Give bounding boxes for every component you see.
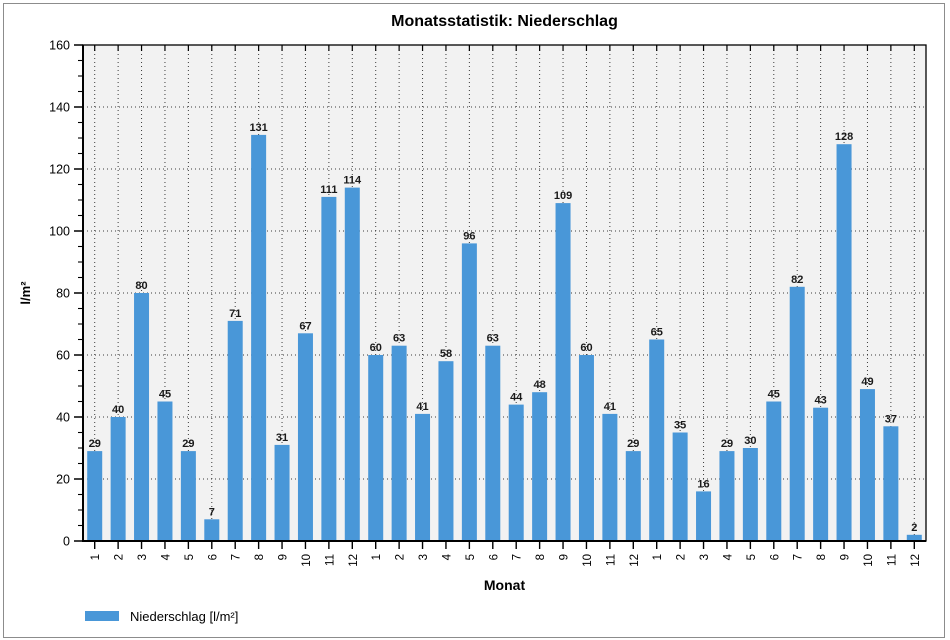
svg-text:4: 4 bbox=[722, 553, 734, 560]
svg-text:82: 82 bbox=[791, 274, 803, 286]
svg-text:65: 65 bbox=[651, 327, 663, 339]
svg-text:5: 5 bbox=[184, 554, 196, 560]
svg-text:80: 80 bbox=[135, 280, 147, 292]
svg-text:114: 114 bbox=[343, 175, 362, 187]
svg-text:40: 40 bbox=[112, 404, 124, 416]
svg-text:1: 1 bbox=[652, 554, 664, 560]
svg-text:60: 60 bbox=[56, 349, 70, 363]
svg-text:3: 3 bbox=[418, 554, 430, 560]
svg-text:3: 3 bbox=[699, 554, 711, 560]
svg-text:29: 29 bbox=[182, 438, 194, 450]
svg-text:29: 29 bbox=[89, 438, 101, 450]
svg-text:11: 11 bbox=[605, 554, 617, 566]
svg-text:7: 7 bbox=[793, 554, 805, 560]
svg-text:43: 43 bbox=[815, 395, 827, 407]
svg-text:4: 4 bbox=[160, 553, 172, 560]
svg-text:131: 131 bbox=[249, 122, 267, 134]
svg-text:48: 48 bbox=[534, 379, 546, 391]
svg-text:4: 4 bbox=[441, 553, 453, 560]
svg-text:5: 5 bbox=[746, 554, 758, 560]
svg-text:41: 41 bbox=[416, 401, 428, 413]
svg-text:45: 45 bbox=[159, 389, 171, 401]
svg-text:100: 100 bbox=[49, 225, 70, 239]
svg-text:71: 71 bbox=[229, 308, 241, 320]
svg-text:80: 80 bbox=[56, 287, 70, 301]
svg-text:63: 63 bbox=[393, 333, 405, 345]
svg-text:9: 9 bbox=[559, 554, 571, 560]
svg-text:9: 9 bbox=[278, 554, 290, 560]
svg-text:6: 6 bbox=[769, 554, 781, 560]
svg-text:8: 8 bbox=[254, 554, 266, 560]
svg-text:30: 30 bbox=[744, 435, 756, 447]
svg-text:1: 1 bbox=[371, 554, 383, 560]
svg-text:120: 120 bbox=[49, 163, 70, 177]
x-axis-title: Monat bbox=[483, 577, 526, 593]
svg-text:63: 63 bbox=[487, 333, 499, 345]
y-axis-title: l/m² bbox=[18, 281, 33, 305]
svg-text:44: 44 bbox=[510, 392, 523, 404]
svg-text:40: 40 bbox=[56, 411, 70, 425]
svg-text:7: 7 bbox=[512, 554, 524, 560]
svg-text:2: 2 bbox=[911, 522, 917, 534]
svg-text:8: 8 bbox=[535, 554, 547, 560]
svg-text:2: 2 bbox=[114, 554, 126, 560]
svg-text:96: 96 bbox=[463, 230, 475, 242]
svg-text:11: 11 bbox=[886, 554, 898, 566]
svg-text:10: 10 bbox=[863, 554, 875, 567]
legend: Niederschlag [l/m²] bbox=[85, 606, 238, 626]
svg-text:8: 8 bbox=[816, 554, 828, 560]
svg-text:10: 10 bbox=[582, 554, 594, 567]
chart-title: Monatsstatistik: Niederschlag bbox=[391, 13, 618, 30]
legend-color-swatch bbox=[85, 611, 119, 621]
legend-label: Niederschlag [l/m²] bbox=[130, 608, 239, 624]
svg-text:9: 9 bbox=[840, 554, 852, 560]
svg-text:10: 10 bbox=[301, 554, 313, 567]
svg-text:2: 2 bbox=[395, 554, 407, 560]
svg-text:0: 0 bbox=[63, 535, 70, 549]
svg-text:12: 12 bbox=[348, 554, 360, 567]
svg-text:29: 29 bbox=[627, 438, 639, 450]
svg-text:128: 128 bbox=[835, 131, 853, 143]
svg-text:16: 16 bbox=[697, 478, 709, 490]
svg-text:60: 60 bbox=[580, 342, 592, 354]
svg-text:11: 11 bbox=[324, 554, 336, 566]
svg-text:29: 29 bbox=[721, 438, 733, 450]
svg-text:12: 12 bbox=[910, 554, 922, 567]
svg-text:2: 2 bbox=[676, 554, 688, 560]
svg-text:1: 1 bbox=[90, 554, 102, 560]
svg-text:31: 31 bbox=[276, 432, 288, 444]
svg-text:37: 37 bbox=[885, 413, 897, 425]
svg-text:109: 109 bbox=[554, 190, 572, 202]
svg-text:7: 7 bbox=[231, 554, 243, 560]
svg-text:41: 41 bbox=[604, 401, 616, 413]
svg-text:3: 3 bbox=[137, 554, 149, 560]
svg-text:6: 6 bbox=[207, 554, 219, 560]
svg-text:6: 6 bbox=[488, 554, 500, 560]
svg-text:20: 20 bbox=[56, 473, 70, 487]
svg-text:60: 60 bbox=[370, 342, 382, 354]
svg-text:67: 67 bbox=[299, 320, 311, 332]
svg-text:49: 49 bbox=[861, 376, 873, 388]
svg-text:140: 140 bbox=[49, 101, 70, 115]
svg-text:7: 7 bbox=[209, 506, 215, 518]
svg-text:12: 12 bbox=[629, 554, 641, 567]
svg-text:5: 5 bbox=[465, 554, 477, 560]
svg-text:58: 58 bbox=[440, 348, 452, 360]
svg-text:160: 160 bbox=[49, 39, 70, 53]
svg-text:45: 45 bbox=[768, 389, 780, 401]
svg-text:111: 111 bbox=[320, 184, 337, 196]
svg-text:35: 35 bbox=[674, 420, 686, 432]
